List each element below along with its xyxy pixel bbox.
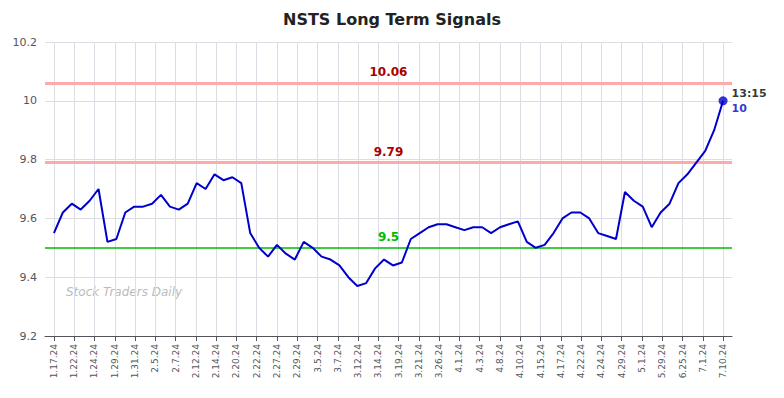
svg-text:1.31.24: 1.31.24 <box>130 344 140 379</box>
svg-text:1.22.24: 1.22.24 <box>69 344 79 379</box>
svg-text:5.1.24: 5.1.24 <box>637 344 647 373</box>
svg-text:2.5.24: 2.5.24 <box>150 344 160 373</box>
svg-text:4.22.24: 4.22.24 <box>576 344 586 379</box>
svg-text:3.12.24: 3.12.24 <box>353 344 363 379</box>
svg-text:4.8.24: 4.8.24 <box>495 344 505 373</box>
svg-text:10: 10 <box>23 94 37 107</box>
svg-text:9.8: 9.8 <box>20 153 38 166</box>
svg-text:4.29.24: 4.29.24 <box>617 344 627 379</box>
svg-text:4.17.24: 4.17.24 <box>556 344 566 379</box>
svg-text:9.4: 9.4 <box>20 271 38 284</box>
svg-text:2.7.24: 2.7.24 <box>171 344 181 373</box>
svg-text:1.24.24: 1.24.24 <box>89 344 99 379</box>
svg-text:3.21.24: 3.21.24 <box>414 344 424 379</box>
svg-text:4.3.24: 4.3.24 <box>475 344 485 373</box>
svg-text:2.12.24: 2.12.24 <box>191 344 201 379</box>
svg-text:9.79: 9.79 <box>374 145 404 159</box>
svg-text:4.10.24: 4.10.24 <box>515 344 525 379</box>
svg-text:2.27.24: 2.27.24 <box>272 344 282 379</box>
svg-text:3.5.24: 3.5.24 <box>313 344 323 373</box>
svg-text:Stock Traders Daily: Stock Traders Daily <box>66 285 183 299</box>
svg-text:9.5: 9.5 <box>378 230 399 244</box>
svg-text:10.06: 10.06 <box>370 65 408 79</box>
svg-text:4.24.24: 4.24.24 <box>596 344 606 379</box>
svg-text:6.25.24: 6.25.24 <box>678 344 688 379</box>
svg-text:9.6: 9.6 <box>20 212 38 225</box>
svg-text:3.26.24: 3.26.24 <box>434 344 444 379</box>
svg-text:10: 10 <box>732 102 748 115</box>
svg-text:7.1.24: 7.1.24 <box>698 344 708 373</box>
svg-text:3.19.24: 3.19.24 <box>394 344 404 379</box>
svg-text:2.14.24: 2.14.24 <box>211 344 221 379</box>
svg-text:7.10.24: 7.10.24 <box>718 344 728 379</box>
svg-text:NSTS Long Term Signals: NSTS Long Term Signals <box>283 10 501 29</box>
svg-text:4.1.24: 4.1.24 <box>454 344 464 373</box>
svg-text:3.7.24: 3.7.24 <box>333 344 343 373</box>
svg-text:5.29.24: 5.29.24 <box>657 344 667 379</box>
svg-text:1.29.24: 1.29.24 <box>110 344 120 379</box>
svg-text:1.17.24: 1.17.24 <box>49 344 59 379</box>
svg-text:13:15: 13:15 <box>732 87 767 100</box>
svg-text:2.20.24: 2.20.24 <box>231 344 241 379</box>
svg-text:2.29.24: 2.29.24 <box>292 344 302 379</box>
svg-text:10.2: 10.2 <box>13 36 38 49</box>
svg-text:2.22.24: 2.22.24 <box>252 344 262 379</box>
svg-text:9.2: 9.2 <box>20 330 38 343</box>
svg-text:3.14.24: 3.14.24 <box>373 344 383 379</box>
svg-text:4.15.24: 4.15.24 <box>536 344 546 379</box>
